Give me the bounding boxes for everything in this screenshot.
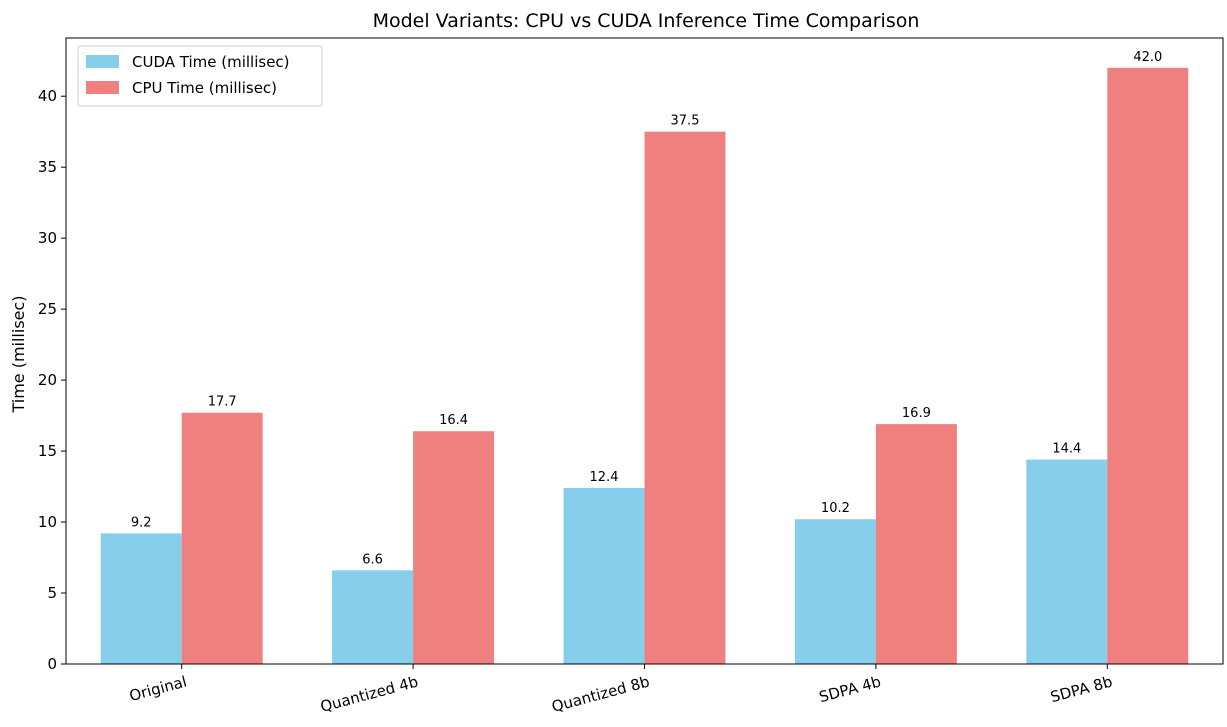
x-tick-label: SDPA 8b xyxy=(1049,672,1115,706)
value-labels-layer: 9.2 6.6 12.4 10.2 14.4 17.7 16.4 37.5 16.9 42.0 xyxy=(131,50,1162,568)
y-tick-label: 20 xyxy=(38,371,57,389)
value-label-cpu-0: 17.7 xyxy=(208,395,237,410)
legend-swatch-cpu xyxy=(86,81,119,94)
y-tick-label: 5 xyxy=(47,584,57,602)
y-tick-label: 15 xyxy=(38,442,57,460)
y-tick-label: 0 xyxy=(47,655,57,673)
legend-label-cuda: CUDA Time (millisec) xyxy=(132,53,290,71)
value-label-cuda-2: 12.4 xyxy=(590,470,619,485)
value-label-cuda-1: 6.6 xyxy=(362,552,383,567)
legend-swatch-cuda xyxy=(86,55,119,68)
value-label-cpu-2: 37.5 xyxy=(671,114,700,129)
x-tick-label: SDPA 4b xyxy=(817,672,883,706)
bar-cpu-1 xyxy=(413,431,495,664)
bars-layer xyxy=(100,67,1189,665)
x-tick-label: Quantized 4b xyxy=(318,672,420,715)
legend-label-cpu: CPU Time (millisec) xyxy=(132,79,277,97)
y-tick-label: 35 xyxy=(38,158,57,176)
x-axis-ticks: Original Quantized 4b Quantized 8b SDPA 4b S… xyxy=(127,664,1114,716)
bar-cuda-2 xyxy=(563,487,645,664)
bar-cuda-1 xyxy=(332,570,414,664)
value-label-cpu-1: 16.4 xyxy=(439,413,468,428)
y-tick-label: 30 xyxy=(38,229,57,247)
value-label-cuda-0: 9.2 xyxy=(131,515,152,530)
bar-cpu-4 xyxy=(1107,67,1189,665)
value-label-cpu-4: 42.0 xyxy=(1133,50,1162,65)
x-tick-label: Quantized 8b xyxy=(550,672,652,715)
x-tick-label: Original xyxy=(127,672,188,705)
y-tick-label: 40 xyxy=(38,87,57,105)
value-label-cpu-3: 16.9 xyxy=(902,406,931,421)
y-axis-ticks: 0 5 10 15 20 25 30 35 40 xyxy=(38,87,66,673)
y-tick-label: 10 xyxy=(38,513,57,531)
bar-cpu-0 xyxy=(181,412,263,664)
bar-cpu-2 xyxy=(644,131,726,664)
bar-cuda-4 xyxy=(1026,459,1108,664)
bar-cpu-3 xyxy=(875,424,957,664)
legend-box xyxy=(77,45,323,107)
bar-cuda-3 xyxy=(794,519,876,664)
value-label-cuda-3: 10.2 xyxy=(821,501,850,516)
legend: CUDA Time (millisec) CPU Time (millisec) xyxy=(77,45,323,107)
value-label-cuda-4: 14.4 xyxy=(1052,442,1081,457)
plot-frame xyxy=(65,37,1224,665)
y-tick-label: 25 xyxy=(38,300,57,318)
y-axis-label: Time (millisec) xyxy=(9,295,28,413)
bar-cuda-0 xyxy=(100,533,182,664)
chart-title: Model Variants: CPU vs CUDA Inference Ti… xyxy=(373,10,920,32)
